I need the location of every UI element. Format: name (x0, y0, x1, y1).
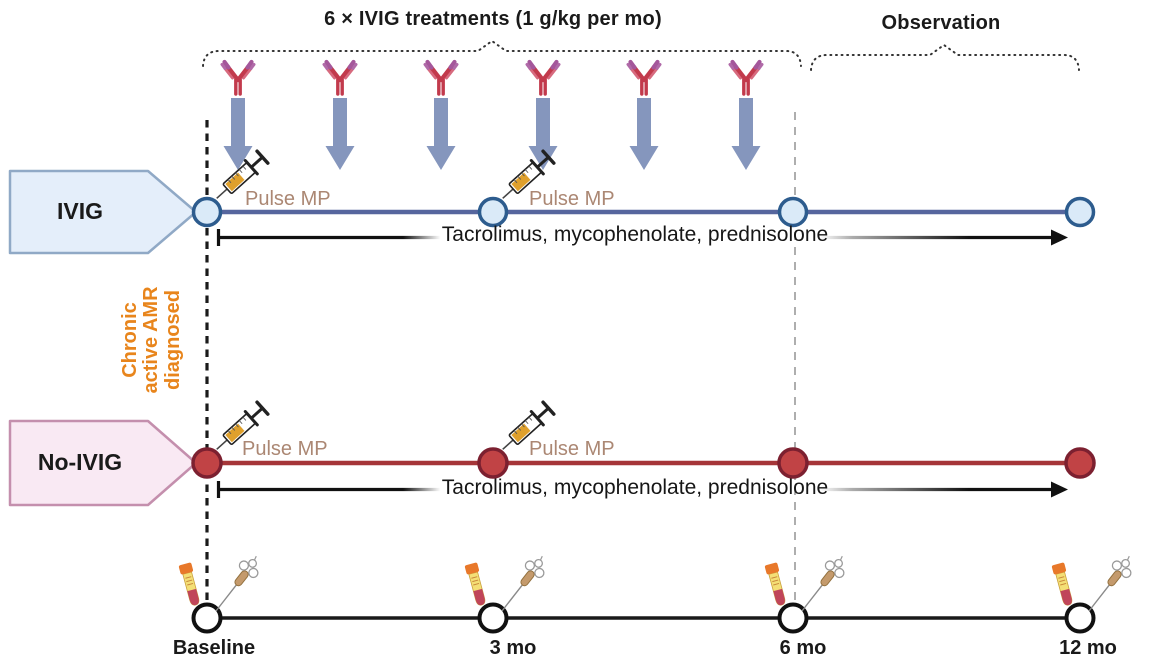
antibody-icon (527, 62, 559, 94)
no-ivig-maintenance-arrow (216, 481, 1068, 498)
ivig-arm-label: IVIG (56, 198, 103, 224)
diagnosis-line-3: diagnosed (161, 290, 184, 391)
down-arrow-icon (629, 98, 659, 170)
no-ivig-pulse-mp-baseline-label: Pulse MP (242, 438, 328, 460)
no-ivig-node-12mo (1064, 447, 1096, 479)
treatment-phase-brace (202, 39, 802, 67)
ivig-arm-box (8, 169, 198, 255)
antibody-icon (730, 62, 762, 94)
ivig-pulse-mp-baseline-label: Pulse MP (245, 188, 331, 210)
down-arrow-icon (223, 98, 253, 170)
timeline-label-12mo: 12 mo (1059, 637, 1117, 659)
diagnosis-line-1: Chronic (119, 302, 141, 378)
no-ivig-node-baseline (191, 447, 223, 479)
followup-node-12mo (1064, 602, 1096, 634)
ivig-node-baseline (191, 196, 223, 228)
down-arrow-icon (528, 98, 558, 170)
blood-tube-icon (177, 561, 203, 608)
ivig-node-6mo (777, 196, 809, 228)
followup-node-6mo (777, 602, 809, 634)
blood-tube-icon (1050, 561, 1076, 608)
ivig-node-3mo (477, 196, 509, 228)
antibody-icon (324, 62, 356, 94)
down-arrow-icon (426, 98, 456, 170)
ivig-node-12mo (1064, 196, 1096, 228)
timeline-label-3mo: 3 mo (489, 637, 537, 659)
observation-phase-title: Observation (881, 12, 1001, 34)
timeline-label-baseline: Baseline (172, 637, 256, 659)
down-arrow-icon (731, 98, 761, 170)
blood-tube-icon (463, 561, 489, 608)
no-ivig-maintenance-label: Tacrolimus, mycophenolate, prednisolone (441, 476, 829, 499)
no-ivig-node-3mo (477, 447, 509, 479)
down-arrow-icon (325, 98, 355, 170)
diagnosis-annotation: Chronic active AMR diagnosed (119, 255, 192, 425)
timeline-label-6mo: 6 mo (779, 637, 827, 659)
no-ivig-arm-label: No-IVIG (37, 449, 123, 475)
no-ivig-pulse-mp-3mo-label: Pulse MP (529, 438, 615, 460)
followup-node-3mo (477, 602, 509, 634)
no-ivig-arm-box (8, 419, 198, 507)
ivig-pulse-mp-3mo-label: Pulse MP (529, 188, 615, 210)
antibody-icon (222, 62, 254, 94)
blood-tube-icon (763, 561, 789, 608)
ivig-maintenance-label: Tacrolimus, mycophenolate, prednisolone (441, 223, 829, 246)
diagnosis-line-2: active AMR (140, 286, 163, 394)
observation-phase-brace (810, 43, 1080, 71)
no-ivig-node-6mo (777, 447, 809, 479)
antibody-icon (628, 62, 660, 94)
treatment-phase-title: 6 × IVIG treatments (1 g/kg per mo) (324, 8, 662, 30)
followup-node-baseline (191, 602, 223, 634)
ivig-maintenance-arrow (216, 229, 1068, 246)
antibody-icon (425, 62, 457, 94)
